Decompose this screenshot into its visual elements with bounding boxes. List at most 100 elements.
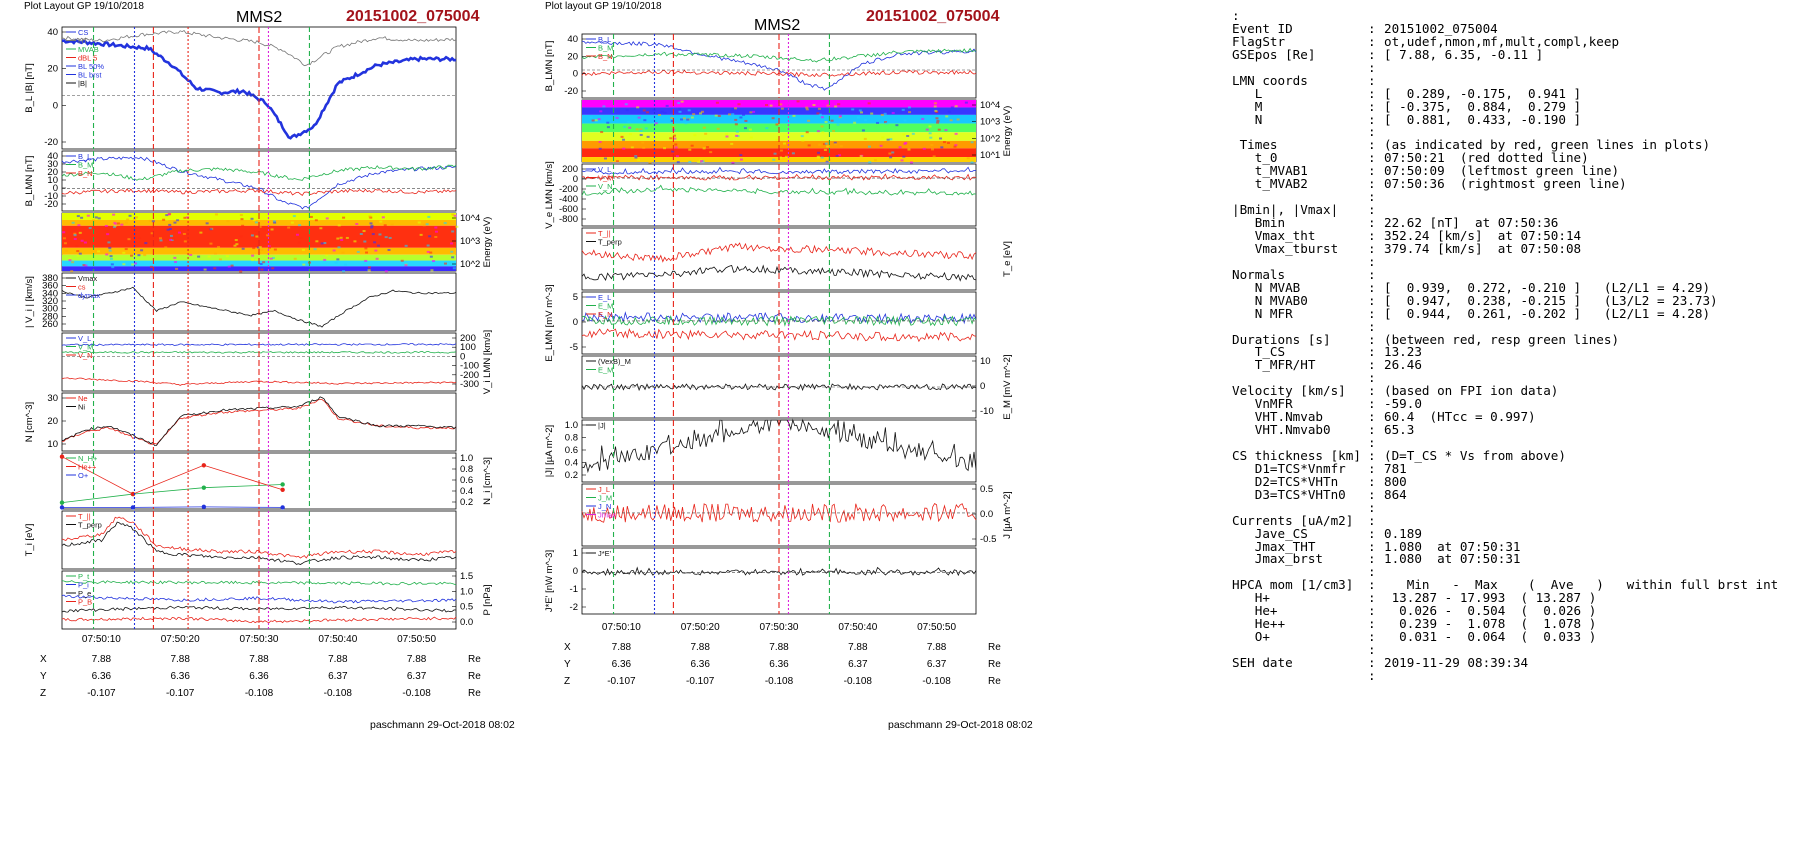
spectrogram-pixel [124,248,128,251]
y-tick-label: 0.4 [565,458,578,469]
spectrogram-pixel [775,138,779,141]
y-tick-label: 0.0 [980,509,993,520]
spectrogram-pixel [837,103,841,106]
spectrogram-pixel [824,142,828,145]
spectrogram-pixel [450,242,454,245]
spectrogram-pixel [805,106,809,109]
spectrogram-pixel [134,216,138,219]
spectrogram-pixel [339,236,343,239]
spectrogram-pixel [699,160,703,163]
info-label: Normals [1232,266,1286,282]
y-tick-label: 0.6 [565,445,578,456]
info-colon: : [1368,422,1376,438]
left-position-table: X 7.88 7.88 7.88 7.88 7.88 Re Y 6.36 6.36 6.36 6.37… [40,654,481,699]
spectrogram-pixel [737,103,741,106]
spectrogram-pixel [709,151,713,154]
spectrogram-pixel [76,215,80,218]
spectrogram-pixel [75,245,79,248]
spectrogram-pixel [233,244,237,247]
info-label: t_MVAB1 [1232,163,1308,179]
legend-label: cs [78,283,86,292]
y-tick-label: 10^3 [460,236,480,247]
spectrogram-pixel [817,107,821,110]
spectrogram-pixel [171,237,175,240]
y-tick-label: -200 [559,184,578,195]
spectrogram-pixel [945,115,949,118]
spectrogram-pixel [821,131,825,134]
info-colon: : [1368,227,1376,243]
y-tick-label: 0 [53,183,58,194]
spectrogram-pixel [749,136,753,139]
spectrogram-pixel [148,219,152,222]
legend-label: V_N [78,351,93,360]
info-value: 65.3 [1384,422,1415,438]
spectrogram-pixel [902,155,906,158]
spectrogram-pixel [939,137,943,140]
spectrogram-pixel [97,217,101,220]
spectrogram-pixel [272,220,276,223]
spectrogram-pixel [922,147,926,150]
spectrogram-pixel [290,221,294,224]
axis-label: N_i [cm^-3] [482,457,493,505]
position-value: -0.108 [922,676,951,687]
spectrogram-pixel [692,113,696,116]
info-colon: : [1368,499,1376,515]
y-tick-label: -1 [570,584,578,595]
info-value: 07:50:36 (rightmost green line) [1384,176,1627,192]
y-tick-label: 40 [47,27,58,38]
spectrogram-pixel [623,125,627,128]
spectrogram-pixel [451,230,455,233]
info-colon: : [1368,240,1376,256]
spectrogram-pixel [879,144,883,147]
spectrogram-pixel [853,121,857,124]
spectrogram-pixel [680,118,684,121]
spectrogram-pixel [143,254,147,257]
spectrogram-pixel [270,228,274,231]
spectrogram-pixel [891,151,895,154]
spectrogram-pixel [970,161,974,164]
position-value: 6.37 [407,671,427,682]
spectrogram-pixel [259,263,263,266]
spectrogram-pixel [823,148,827,151]
spectrogram-pixel [197,255,201,258]
spectrogram-pixel [742,113,746,116]
spectrogram-pixel [162,218,166,221]
y-tick-label: 0 [460,351,465,362]
info-label: Currents [uA/m2] [1232,512,1354,528]
panel-p: 1.5 1.0 0.5 0.0 P [nPa] P_tP_iP_eP_B [61,570,493,630]
axis-label: B_LMN [nT] [24,156,35,207]
y-tick-label: 1.0 [565,420,578,431]
spectrogram-pixel [602,105,606,108]
spectrogram-pixel [701,160,705,163]
spectrogram-pixel [675,155,679,158]
spectrogram-pixel [199,267,203,270]
info-colon: : [1368,20,1376,36]
legend-label: J*E' [598,549,612,558]
spectrogram-pixel [114,223,118,226]
series-line [581,173,977,181]
spectrogram-pixel [116,222,120,225]
legend-label: dBL 5 [78,54,97,63]
middle-header-small: Plot layout GP 19/10/2018 [545,1,662,12]
legend-label: BL 50% [78,62,104,71]
spectrogram-pixel [241,224,245,227]
spectrogram-pixel [690,116,694,119]
spectrogram-pixel [671,125,675,128]
middle-x-tick-labels: 07:50:10 07:50:20 07:50:30 07:50:40 07:50:50 [602,622,957,633]
spectrogram-pixel [108,249,112,252]
spectrogram-pixel [779,103,783,106]
info-label: Jmax_THT [1232,538,1316,554]
position-value: -0.108 [402,688,431,699]
axis-label: J [µA m^-2] [1002,491,1013,538]
y-tick-label: -2 [570,602,578,613]
spectrogram-pixel [429,255,433,258]
spectrogram-pixel [170,239,174,242]
spectrogram-pixel [807,119,811,122]
spectrogram-pixel [634,156,638,159]
spectrogram-pixel [630,146,634,149]
spectrogram-pixel [73,238,77,241]
spectrogram-pixel [688,148,692,151]
spectrogram-pixel [378,233,382,236]
